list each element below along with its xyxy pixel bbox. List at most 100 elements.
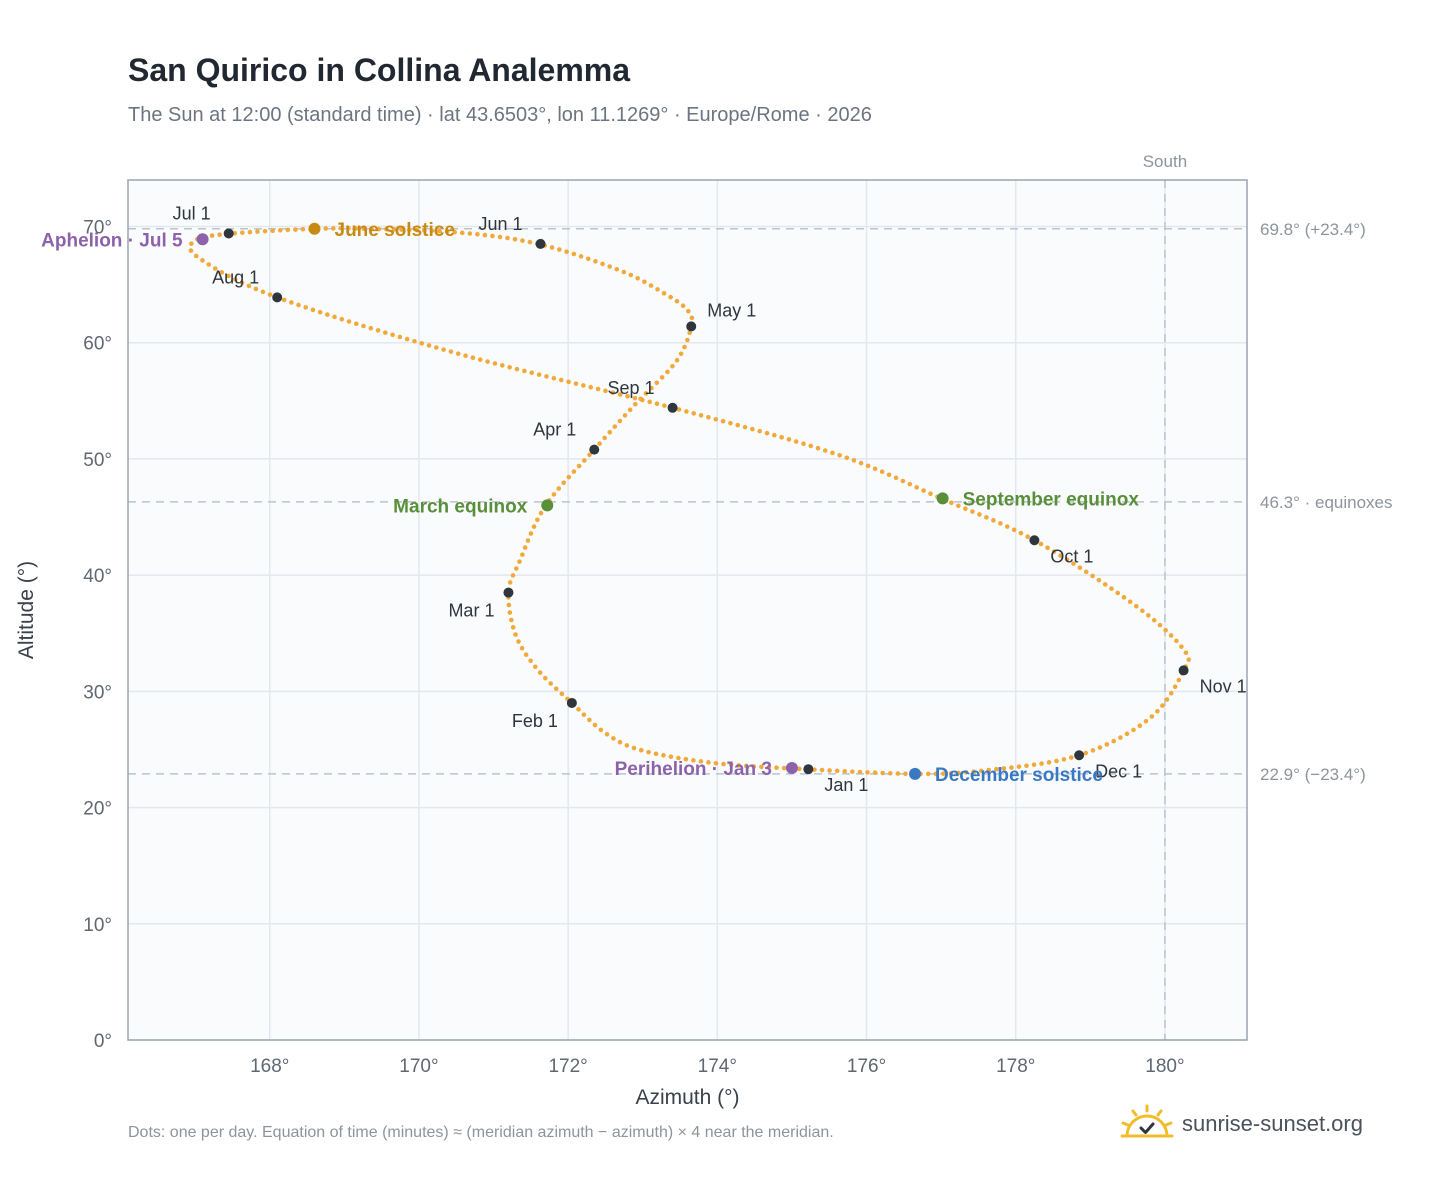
- day-dot: [383, 330, 388, 335]
- day-dot: [587, 717, 592, 723]
- day-dot: [289, 300, 294, 305]
- day-dot: [676, 407, 682, 412]
- day-dot: [1051, 549, 1057, 554]
- day-dot: [837, 452, 842, 458]
- day-dot: [1146, 613, 1151, 618]
- month-marker: [686, 321, 697, 332]
- day-dot: [1045, 545, 1050, 551]
- day-dot: [750, 426, 755, 432]
- y-tick-label: 60°: [83, 334, 112, 355]
- month-label: Jul 1: [173, 203, 211, 223]
- day-dot: [654, 401, 660, 407]
- day-dot: [698, 759, 704, 764]
- day-dot: [842, 768, 848, 774]
- day-dot: [1058, 553, 1063, 558]
- day-dot: [1097, 745, 1103, 750]
- day-dot: [595, 386, 601, 392]
- day-dot: [1143, 718, 1149, 724]
- day-dot: [858, 460, 864, 466]
- day-dot: [1163, 627, 1168, 633]
- day-dot: [646, 749, 651, 755]
- day-dot: [193, 253, 199, 259]
- day-dot: [559, 691, 565, 697]
- plot-border: [127, 179, 1248, 1041]
- day-dot: [977, 512, 982, 517]
- month-marker: [667, 402, 678, 413]
- month-marker: [535, 238, 546, 249]
- day-dot: [600, 261, 605, 267]
- month-marker: [1029, 535, 1040, 546]
- day-dot: [422, 228, 427, 233]
- day-dot: [513, 632, 518, 637]
- day-dot: [1025, 534, 1030, 539]
- day-dot: [429, 228, 435, 233]
- day-dot: [470, 355, 476, 361]
- day-dot: [895, 771, 901, 776]
- day-dot: [391, 227, 397, 232]
- day-dot: [661, 753, 666, 758]
- day-dot: [576, 707, 581, 712]
- day-dot: [585, 256, 591, 262]
- day-dot: [648, 283, 654, 288]
- day-dot: [1179, 644, 1184, 649]
- day-dot: [1031, 762, 1037, 768]
- day-dot: [1090, 748, 1096, 753]
- day-dot: [1016, 764, 1022, 769]
- month-label: Jan 1: [824, 775, 868, 795]
- day-dot: [685, 337, 690, 343]
- day-dot: [536, 372, 542, 377]
- reference-line-label: South: [1143, 152, 1187, 171]
- day-dot: [844, 455, 850, 461]
- day-dot: [361, 323, 366, 329]
- day-dot: [593, 259, 598, 264]
- y-axis-ticks: 0° 10° 20° 30° 40° 50° 60° 70°: [83, 217, 112, 1052]
- day-dot: [907, 481, 913, 487]
- y-tick-label: 50°: [83, 450, 112, 471]
- day-dot: [338, 226, 344, 231]
- day-dot: [655, 287, 660, 292]
- day-dot: [522, 545, 528, 550]
- day-dot: [1061, 757, 1067, 762]
- day-dot: [529, 370, 535, 376]
- day-dot: [1151, 617, 1157, 623]
- day-dot: [1111, 738, 1116, 744]
- day-dot: [793, 439, 799, 444]
- x-tick-label: 170°: [399, 1056, 438, 1077]
- day-dot: [551, 492, 557, 497]
- day-dot: [721, 761, 726, 767]
- x-axis-ticks: 168° 170° 172° 174° 176° 178° 180°: [250, 1056, 1185, 1077]
- day-dot: [262, 228, 268, 234]
- event-label: Perihelion · Jan 3: [615, 759, 772, 780]
- day-dot: [759, 764, 764, 770]
- day-dot: [994, 766, 999, 772]
- day-dot: [674, 298, 680, 304]
- day-dot: [827, 768, 832, 773]
- day-dot: [649, 385, 654, 391]
- day-dot: [549, 245, 555, 250]
- month-marker: [503, 587, 514, 598]
- day-dot: [751, 764, 757, 769]
- day-dot: [535, 517, 540, 523]
- day-dot: [647, 399, 652, 405]
- day-dot: [522, 368, 527, 374]
- day-dot: [682, 344, 687, 350]
- day-dot: [434, 345, 439, 350]
- day-dot: [638, 747, 644, 753]
- day-dot: [1018, 530, 1024, 536]
- day-dot: [1124, 731, 1130, 737]
- day-dot: [1133, 603, 1139, 609]
- day-dot: [353, 226, 359, 231]
- day-dot: [444, 229, 450, 234]
- day-dot: [632, 395, 638, 401]
- day-dot: [631, 745, 637, 751]
- sun-logo-icon: [1120, 1104, 1174, 1138]
- day-dot: [482, 232, 488, 238]
- day-dot: [872, 466, 878, 472]
- day-dot: [426, 343, 432, 348]
- day-dot: [556, 486, 562, 491]
- day-dot: [689, 315, 695, 321]
- brand[interactable]: sunrise-sunset.org: [1120, 1104, 1363, 1144]
- day-dot: [736, 763, 741, 768]
- day-dot: [991, 518, 996, 523]
- day-dot: [419, 341, 425, 346]
